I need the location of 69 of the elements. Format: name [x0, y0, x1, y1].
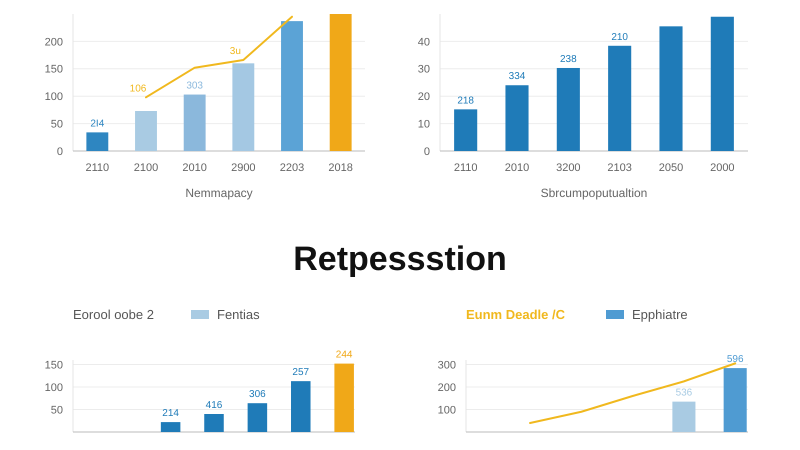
x-axis-title: Sbrcumpoputualtion	[540, 186, 648, 200]
y-tick-label: 200	[438, 382, 456, 394]
bar	[556, 68, 580, 151]
x-tick-label: 2000	[710, 162, 735, 174]
bar	[232, 63, 254, 151]
bar	[659, 26, 683, 151]
bar	[248, 403, 268, 432]
annotation: 306	[249, 389, 266, 400]
line-series	[529, 362, 736, 424]
annotation: 257	[292, 367, 310, 378]
bar	[281, 21, 303, 151]
x-tick-label: 2018	[328, 162, 353, 174]
text: Eunm Deadle /C	[466, 307, 566, 322]
y-tick-label: 100	[44, 91, 63, 104]
bar	[184, 94, 206, 151]
bar	[334, 364, 354, 432]
x-tick-label: 2110	[86, 162, 110, 174]
y-tick-label: 10	[418, 118, 430, 130]
annotation: 334	[508, 71, 526, 82]
legend-label: Epphiatre	[632, 307, 688, 322]
annotation: 244	[336, 350, 353, 361]
y-tick-label: 0	[56, 146, 63, 158]
y-tick-label: 150	[44, 359, 63, 372]
bar	[135, 110, 157, 151]
bar	[608, 46, 632, 151]
annotation: 3u	[230, 46, 241, 58]
annotation: 536	[676, 388, 693, 399]
annotation: 218	[457, 95, 474, 106]
y-tick-label: 300	[438, 359, 456, 372]
x-tick-label: 2010	[182, 162, 207, 174]
x-tick-label: 3200	[556, 162, 581, 174]
bar	[330, 14, 352, 151]
y-tick-label: 40	[418, 36, 430, 48]
y-tick-label: 100	[438, 404, 456, 416]
annotation: 238	[560, 54, 578, 65]
annotation: 214	[162, 408, 180, 420]
x-tick-label: 2110	[454, 162, 478, 174]
bar	[710, 16, 734, 151]
x-tick-label: 2010	[504, 162, 530, 174]
x-tick-label: 2103	[607, 162, 632, 174]
annotation: 416	[206, 400, 223, 411]
chart-title: Retpessstion	[293, 240, 507, 278]
annotation: 106	[130, 83, 147, 94]
line-series	[145, 16, 293, 98]
x-tick-label: 2050	[658, 162, 684, 174]
x-tick-label: 2900	[231, 162, 256, 174]
y-tick-label: 150	[44, 64, 63, 76]
bar	[454, 109, 478, 151]
bar	[86, 132, 108, 151]
y-tick-label: 50	[50, 118, 63, 130]
x-tick-label: 2203	[280, 162, 304, 174]
bar	[160, 422, 180, 432]
y-tick-label: 20	[418, 91, 430, 104]
legend-title: Eorool oobe 2	[73, 307, 154, 322]
annotation: 596	[726, 354, 744, 366]
y-tick-label: 200	[44, 36, 63, 48]
bar	[505, 85, 529, 151]
y-tick-label: 100	[44, 382, 63, 394]
y-tick-label: 0	[424, 146, 430, 158]
text: Fentias	[217, 307, 260, 322]
x-axis-title: Nemmapacy	[185, 186, 253, 200]
bar	[291, 381, 311, 432]
bar	[204, 414, 224, 432]
annotation: 210	[611, 32, 628, 43]
y-tick-label: 30	[418, 64, 430, 76]
annotation: 2I4	[90, 118, 105, 130]
x-tick-label: 2100	[134, 162, 158, 174]
annotation: 303	[186, 80, 204, 92]
y-tick-label: 50	[50, 404, 63, 416]
